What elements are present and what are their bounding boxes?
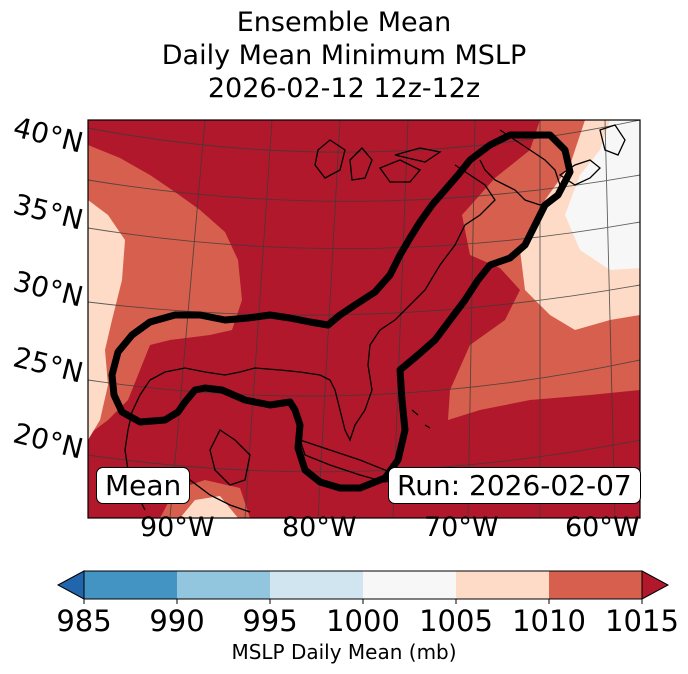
colorbar-extend-high	[641, 570, 670, 600]
us-east-coast	[124, 164, 496, 511]
yucatan	[209, 429, 251, 486]
lon-line-75	[392, 120, 409, 518]
title-line-3: 2026-02-12 12z-12z	[207, 73, 481, 104]
lat-line-15	[88, 439, 640, 473]
mean-label-box: Mean	[96, 467, 191, 504]
run-date-box: Run: 2026-02-07	[388, 467, 641, 504]
colorbar	[56, 570, 670, 604]
lon-label-70: 70°W	[424, 512, 499, 543]
title-line-2: Daily Mean Minimum MSLP	[161, 40, 527, 71]
colorbar-tick-1000: 1000	[326, 604, 400, 638]
colorbar-tick-1010: 1010	[512, 604, 586, 638]
colorbar-tick-1005: 1005	[419, 604, 493, 638]
lat-line-20	[88, 359, 640, 397]
lon-line-80	[317, 120, 341, 518]
colorbar-extend-low	[56, 570, 85, 600]
colorbar-tick-1015: 1015	[605, 604, 679, 638]
colorbar-bin-995-1000	[270, 571, 363, 599]
map-frame	[87, 119, 641, 519]
lat-line-25	[88, 284, 640, 316]
mslp-fill-1005-1010-west	[88, 200, 125, 440]
colorbar-bin-985-990	[84, 571, 177, 599]
colorbar-tick-995: 995	[242, 604, 298, 638]
lat-line-40	[88, 120, 640, 153]
colorbar-bin-1000-1005	[363, 571, 456, 599]
newfoundland	[599, 124, 626, 156]
colorbar-label: MSLP Daily Mean (mb)	[231, 640, 457, 664]
mslp-field	[88, 120, 640, 518]
lon-label-60: 60°W	[565, 512, 640, 543]
lon-label-80: 80°W	[282, 512, 357, 543]
colorbar-bin-990-995	[177, 571, 270, 599]
title-line-1: Ensemble Mean	[236, 7, 452, 38]
great-lakes	[314, 139, 442, 183]
lon-line-90	[169, 120, 206, 518]
mslp-fill-1000-1005-ne	[565, 120, 640, 270]
mslp-fill-1010-1015-west	[88, 145, 242, 435]
colorbar-bin-1005-1010	[456, 571, 549, 599]
colorbar-tick-990: 990	[149, 604, 205, 638]
lon-line-60	[604, 120, 616, 518]
lon-label-90: 90°W	[140, 512, 215, 543]
lon-line-70	[467, 120, 476, 518]
colorbar-tick-985: 985	[56, 604, 112, 638]
colorbar-bin-1010-1015	[549, 571, 642, 599]
graticule	[88, 120, 640, 518]
nova-scotia	[558, 159, 601, 186]
ensemble-contour	[108, 131, 574, 492]
lat-line-30	[88, 221, 640, 250]
